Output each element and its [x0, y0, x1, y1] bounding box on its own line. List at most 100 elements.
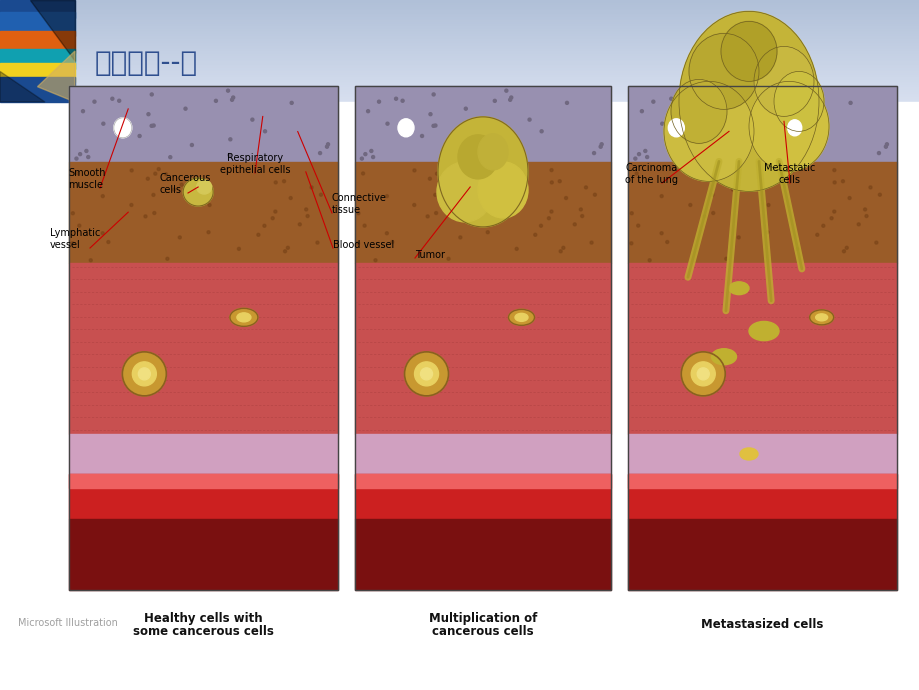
Circle shape [150, 124, 153, 128]
Bar [628, 474, 896, 520]
Circle shape [660, 232, 663, 235]
Circle shape [138, 135, 141, 137]
Ellipse shape [670, 79, 726, 144]
Circle shape [559, 250, 562, 253]
Circle shape [289, 197, 292, 199]
Circle shape [263, 224, 266, 227]
Circle shape [256, 233, 259, 236]
Bar [0, 1, 919, 3]
Circle shape [85, 150, 88, 152]
Circle shape [208, 204, 210, 206]
Bar [0, 27, 919, 29]
Bar [0, 77, 919, 78]
Circle shape [681, 124, 684, 126]
Circle shape [680, 352, 724, 396]
Circle shape [652, 100, 654, 104]
Ellipse shape [728, 282, 748, 295]
Circle shape [228, 154, 231, 157]
Circle shape [697, 135, 699, 137]
Circle shape [634, 172, 638, 175]
Circle shape [74, 157, 78, 160]
Circle shape [363, 152, 367, 156]
Circle shape [883, 145, 887, 148]
Circle shape [319, 193, 323, 196]
Circle shape [371, 155, 374, 159]
Bar [0, 77, 75, 102]
Circle shape [809, 118, 811, 121]
Circle shape [165, 172, 167, 176]
Circle shape [766, 204, 769, 206]
Circle shape [71, 241, 74, 245]
Circle shape [789, 96, 793, 99]
Circle shape [648, 259, 651, 262]
Circle shape [829, 217, 833, 219]
Circle shape [697, 368, 709, 380]
Circle shape [360, 157, 363, 160]
Bar [0, 56, 919, 58]
Circle shape [231, 98, 233, 101]
Ellipse shape [458, 135, 497, 179]
Bar [0, 32, 919, 34]
Text: Lymphatic
vessel: Lymphatic vessel [50, 228, 100, 250]
Circle shape [432, 124, 435, 128]
Circle shape [315, 241, 319, 244]
Circle shape [550, 168, 552, 172]
Bar [0, 46, 919, 48]
Circle shape [470, 144, 473, 146]
Circle shape [229, 138, 232, 141]
Circle shape [401, 99, 403, 102]
Bar [0, 85, 919, 87]
Bar [0, 75, 919, 77]
Bar [0, 30, 75, 53]
Circle shape [304, 208, 307, 211]
Ellipse shape [478, 162, 528, 218]
Circle shape [842, 250, 845, 253]
Circle shape [157, 168, 160, 170]
Circle shape [562, 246, 564, 249]
Ellipse shape [754, 46, 813, 117]
Bar [355, 474, 611, 520]
Circle shape [599, 143, 603, 146]
Circle shape [633, 157, 636, 160]
Bar [0, 55, 919, 56]
Circle shape [743, 107, 745, 110]
Circle shape [274, 181, 277, 184]
Circle shape [580, 215, 583, 217]
Bar [0, 14, 919, 15]
Bar [0, 10, 919, 12]
Circle shape [363, 224, 366, 227]
Bar [69, 162, 338, 263]
Circle shape [122, 124, 125, 126]
Circle shape [528, 118, 530, 121]
Circle shape [357, 241, 359, 245]
Circle shape [374, 259, 377, 262]
Bar [355, 86, 611, 162]
Polygon shape [38, 51, 75, 102]
Bar [0, 58, 919, 59]
Bar [0, 88, 919, 90]
Bar [0, 95, 919, 97]
Circle shape [487, 204, 490, 206]
Text: cancerous cells: cancerous cells [432, 625, 533, 638]
Bar [0, 39, 919, 41]
Circle shape [508, 98, 511, 101]
Ellipse shape [114, 118, 131, 138]
Bar [0, 43, 919, 44]
Bar [0, 3, 919, 5]
Circle shape [832, 210, 834, 213]
Circle shape [76, 172, 79, 175]
Circle shape [190, 144, 193, 146]
Bar [0, 23, 919, 26]
Circle shape [864, 215, 867, 217]
Circle shape [766, 230, 768, 234]
Circle shape [592, 152, 595, 155]
Bar [0, 0, 919, 1]
Circle shape [152, 193, 154, 197]
Ellipse shape [809, 310, 833, 325]
Circle shape [789, 98, 791, 101]
Bar [0, 102, 919, 690]
Bar [0, 81, 919, 83]
Circle shape [515, 247, 517, 250]
Bar [0, 68, 919, 70]
Ellipse shape [437, 162, 493, 222]
